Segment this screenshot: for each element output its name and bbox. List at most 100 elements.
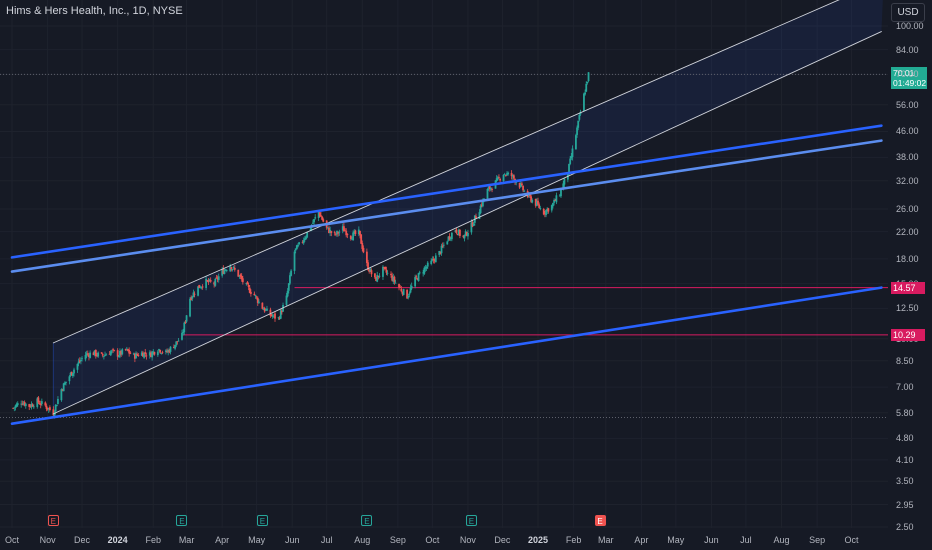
currency-button[interactable]: USD <box>891 3 925 22</box>
candle-body <box>167 350 170 353</box>
candle-body <box>60 389 63 401</box>
candle-body <box>432 258 435 261</box>
candle-body <box>78 360 81 362</box>
candle-body <box>498 177 500 179</box>
x-tick-label: Aug <box>773 535 790 545</box>
candle-body <box>63 382 66 385</box>
candle-body <box>309 228 312 231</box>
candle-body <box>105 354 108 356</box>
candle-body <box>285 295 288 305</box>
candle-body <box>479 205 482 214</box>
candle-body <box>394 282 397 284</box>
candle-body <box>418 272 421 274</box>
candle-body <box>384 266 387 270</box>
x-tick-label: Mar <box>598 535 614 545</box>
candle-body <box>510 172 513 177</box>
y-tick-label: 100.00 <box>896 21 924 31</box>
candle-body <box>111 350 113 352</box>
candle-body <box>576 127 578 135</box>
candle-body <box>334 233 337 235</box>
candle-body <box>506 173 508 176</box>
candle-body <box>31 404 34 407</box>
x-tick-label: Oct <box>4 535 20 545</box>
candle-body <box>71 373 74 377</box>
candle-body <box>375 277 377 281</box>
earnings-event-icon[interactable]: E <box>465 515 477 526</box>
candle-body <box>502 174 505 182</box>
candle-body <box>183 322 186 333</box>
x-tick-label: Jul <box>740 535 752 545</box>
y-tick-label: 18.00 <box>896 253 919 264</box>
candle-body <box>345 230 348 236</box>
candle-body <box>109 351 112 356</box>
candle-body <box>248 287 251 293</box>
candle-body <box>277 317 280 319</box>
candle-body <box>120 350 123 355</box>
candle-body <box>96 354 98 356</box>
candle-body <box>534 198 537 206</box>
candle-body <box>81 358 83 360</box>
candle-body <box>440 245 443 254</box>
earnings-event-icon[interactable]: E <box>256 515 268 526</box>
earnings-event-icon[interactable]: E <box>594 515 606 526</box>
candle-body <box>215 277 218 279</box>
candle-body <box>280 310 283 313</box>
candle-body <box>490 187 492 190</box>
y-tick-label: 12.50 <box>896 303 919 314</box>
candle-body <box>119 350 121 356</box>
candle-body <box>522 186 524 191</box>
earnings-event-icon[interactable]: E <box>361 515 373 526</box>
candle-body <box>441 245 444 247</box>
candle-body <box>568 163 570 175</box>
earnings-event-icon[interactable]: E <box>47 515 59 526</box>
candle-body <box>553 199 555 203</box>
candle-body <box>104 354 106 356</box>
candle-body <box>223 269 226 274</box>
candle-body <box>511 175 514 177</box>
candle-body <box>246 281 249 285</box>
earnings-event-icon[interactable]: E <box>176 515 188 526</box>
candle-body <box>566 174 569 180</box>
candle-body <box>192 292 195 297</box>
candle-body <box>560 189 562 197</box>
candle-body <box>229 266 232 272</box>
candle-body <box>365 251 368 263</box>
candle-body <box>40 401 43 404</box>
x-tick-label: Feb <box>565 535 582 545</box>
candle-body <box>346 233 349 235</box>
candle-body <box>222 268 225 274</box>
candle-body <box>237 269 240 277</box>
candle-body <box>269 309 272 316</box>
candle-body <box>424 267 427 269</box>
candle-body <box>32 406 35 408</box>
candle-body <box>535 201 538 206</box>
candle-body <box>391 275 394 281</box>
candle-body <box>193 293 196 295</box>
candle-body <box>295 245 298 250</box>
candle-body <box>129 352 132 354</box>
candle-body <box>181 332 183 340</box>
candle-body <box>177 340 180 342</box>
candle-body <box>383 266 386 268</box>
candle-body <box>200 286 203 288</box>
candle-body <box>552 203 554 207</box>
candle-body <box>341 226 344 231</box>
x-tick-label: Feb <box>145 535 162 545</box>
candle-body <box>217 276 220 281</box>
y-tick-label: 7.00 <box>896 382 914 393</box>
candle-body <box>92 352 95 356</box>
y-tick-label: 84.00 <box>896 44 919 55</box>
candle-body <box>272 314 275 316</box>
candle-body <box>422 272 425 274</box>
candle-body <box>150 352 152 358</box>
candle-body <box>318 212 321 217</box>
candle-body <box>160 353 163 354</box>
candle-body <box>77 361 80 364</box>
candle-body <box>488 185 491 190</box>
candle-body <box>399 286 402 288</box>
candle-body <box>224 269 227 271</box>
candle-body <box>53 412 56 417</box>
y-tick-label: 38.00 <box>896 152 919 163</box>
